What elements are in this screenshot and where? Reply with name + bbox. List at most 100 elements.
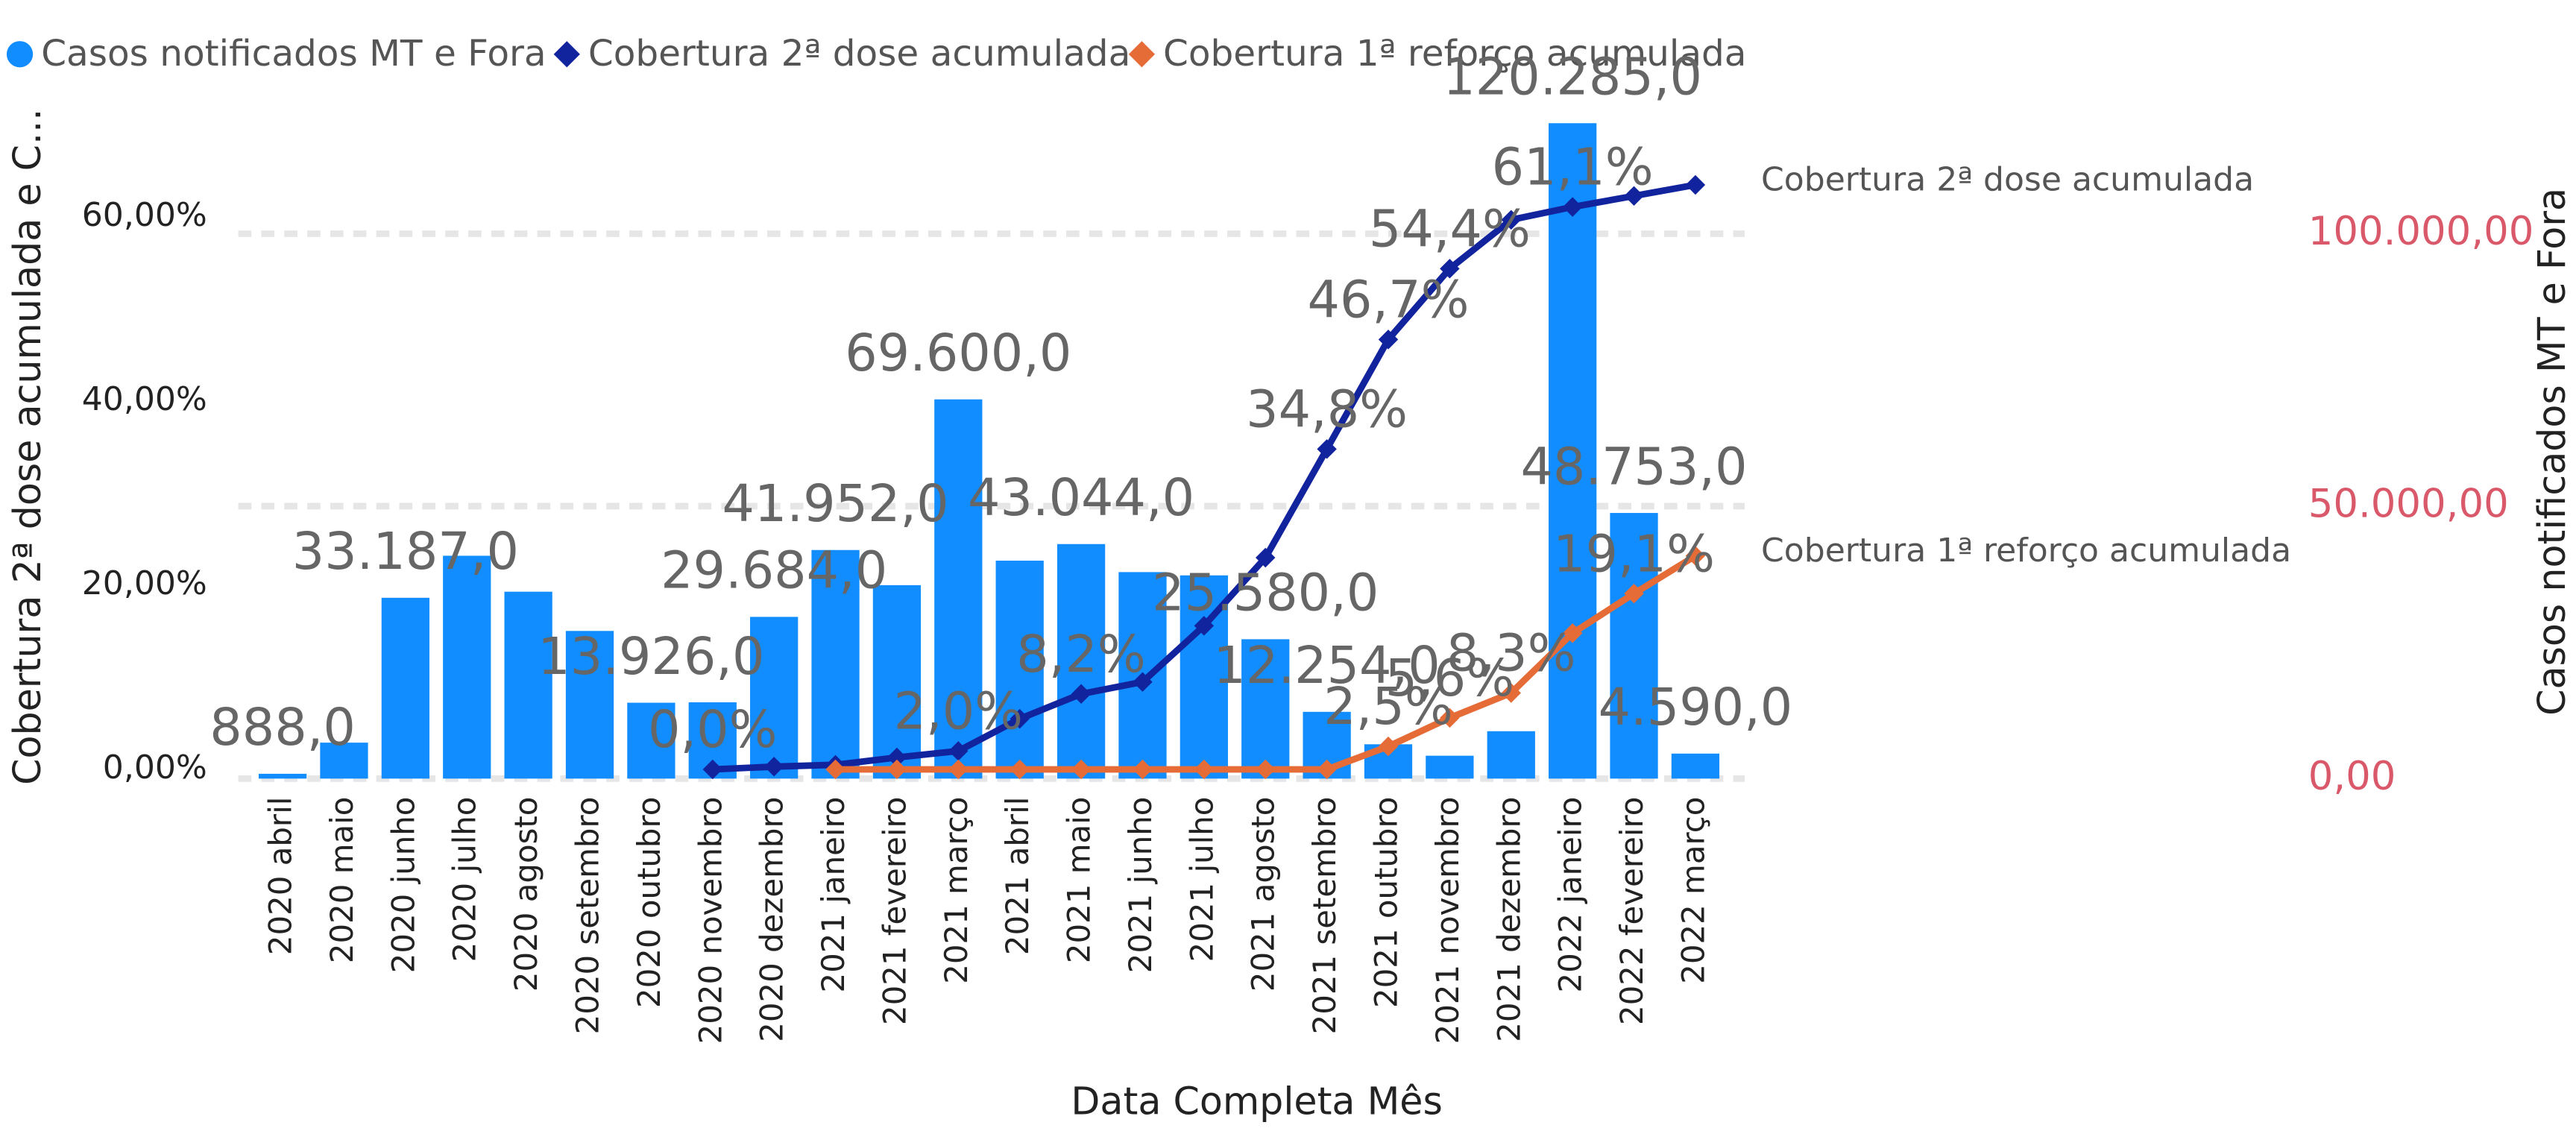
data-label: 5,6% (1385, 649, 1515, 708)
data-label: 48.753,0 (1520, 438, 1747, 497)
data-label: 19,1% (1553, 525, 1715, 584)
data-label: 54,4% (1369, 200, 1531, 259)
x-tick-label: 2020 maio (324, 797, 360, 964)
data-label: 25.580,0 (1152, 564, 1379, 623)
legend: Casos notificados MT e Fora Cobertura 2ª… (6, 33, 1747, 75)
x-tick-label: 2021 abril (999, 797, 1036, 956)
x-tick-label: 2021 setembro (1306, 797, 1343, 1035)
data-label: 4.590,0 (1599, 678, 1793, 737)
line-marker (1194, 759, 1215, 780)
data-label: 61,1% (1492, 139, 1654, 198)
bar (1549, 123, 1597, 779)
x-tick-label: 2021 março (938, 797, 974, 984)
line-marker (1010, 759, 1030, 780)
y-tick-label: 0,00% (103, 749, 207, 787)
bar (381, 597, 429, 779)
y-tick-label: 40,00% (82, 380, 207, 418)
y2-tick-label: 100.000,00 (2308, 209, 2534, 254)
data-label: 34,8% (1246, 380, 1408, 439)
legend-swatch (1128, 41, 1156, 68)
line-marker (887, 759, 907, 780)
line-marker (1624, 186, 1644, 207)
x-tick-label: 2021 dezembro (1490, 797, 1527, 1042)
x-tick-label: 2020 novembro (692, 797, 728, 1044)
x-axis-title: Data Completa Mês (1071, 1080, 1442, 1124)
bar (872, 585, 922, 779)
bar (934, 399, 983, 779)
x-tick-label: 2022 fevereiro (1613, 797, 1650, 1025)
x-tick-label: 2022 março (1675, 797, 1711, 984)
line-marker (1685, 174, 1706, 195)
data-label: 41.952,0 (722, 475, 948, 534)
data-label: 69.600,0 (845, 324, 1071, 383)
line-marker (763, 757, 784, 777)
line-marker (1317, 759, 1337, 780)
line-marker (1194, 616, 1215, 636)
line-marker (1440, 259, 1460, 279)
line-marker (1501, 683, 1521, 703)
y2-tick-label: 50.000,00 (2308, 482, 2509, 527)
series-end-label: Cobertura 1ª reforço acumulada (1761, 532, 2291, 570)
data-label: 0,0% (648, 701, 778, 760)
bar (1426, 755, 1474, 779)
data-label: 12.254,0 (1214, 637, 1440, 696)
data-label: 120.285,0 (1443, 48, 1702, 107)
bar (1241, 639, 1290, 779)
bar (443, 555, 491, 779)
data-label: 2,5% (1323, 678, 1453, 737)
bar (320, 743, 368, 779)
line-marker (825, 759, 845, 780)
bar (258, 773, 307, 779)
line-marker (948, 759, 969, 780)
x-tick-label: 2020 abril (262, 797, 299, 956)
legend-label: Casos notificados MT e Fora (41, 33, 546, 75)
data-label: 33.187,0 (292, 523, 519, 582)
x-tick-label: 2021 julho (1183, 797, 1220, 962)
x-tick-label: 2022 janeiro (1552, 797, 1589, 993)
x-tick-label: 2020 julho (447, 797, 483, 962)
line-marker (887, 747, 907, 768)
line-marker (1133, 759, 1153, 780)
line-marker (1378, 330, 1399, 350)
y2-tick-label: 0,00 (2308, 754, 2396, 799)
line-marker (702, 759, 722, 780)
line-marker (1685, 546, 1706, 566)
x-tick-label: 2020 junho (385, 797, 421, 974)
x-tick-label: 2021 fevereiro (876, 797, 913, 1025)
x-tick-label: 2020 setembro (570, 797, 606, 1035)
bar (1487, 731, 1535, 779)
bar (1671, 753, 1720, 779)
x-tick-label: 2021 agosto (1245, 797, 1282, 992)
bar (995, 561, 1044, 779)
legend-swatch (553, 41, 580, 68)
line-marker (1378, 736, 1399, 757)
data-label: 43.044,0 (968, 469, 1194, 528)
bar (1610, 513, 1658, 779)
y-tick-label: 60,00% (82, 196, 207, 234)
y-tick-label: 20,00% (82, 564, 207, 602)
x-tick-label: 2021 junho (1122, 797, 1159, 974)
x-tick-label: 2021 novembro (1429, 797, 1466, 1044)
bar (1056, 543, 1106, 779)
line-marker (1256, 759, 1276, 780)
y2-axis-title: Casos notificados MT e Fora (2530, 188, 2574, 716)
legend-label: Cobertura 1ª reforço acumulada (1163, 33, 1746, 75)
line-marker (1624, 583, 1644, 604)
data-label: 8,2% (1016, 626, 1146, 684)
data-label: 13.926,0 (538, 628, 764, 687)
x-tick-label: 2020 outubro (631, 797, 667, 1008)
x-tick-label: 2021 janeiro (815, 797, 851, 993)
bar (565, 631, 614, 779)
bar (811, 549, 860, 779)
x-tick-label: 2021 outubro (1368, 797, 1405, 1008)
x-tick-label: 2020 dezembro (754, 797, 790, 1042)
line-marker (1256, 547, 1276, 568)
data-label: 29.684,0 (661, 542, 887, 601)
x-tick-label: 2020 agosto (508, 797, 544, 992)
bar (750, 617, 799, 779)
legend-label: Cobertura 2ª dose acumulada (588, 33, 1130, 75)
y-axis-title: Cobertura 2ª dose acumulada e C... (5, 109, 49, 785)
bar (627, 702, 676, 779)
